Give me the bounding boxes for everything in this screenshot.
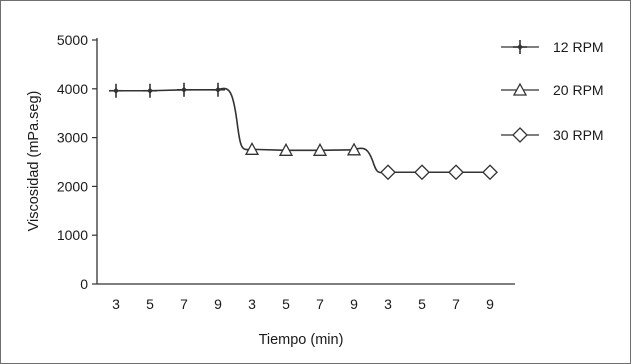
x-tick-label: 3 <box>248 296 256 312</box>
x-tick-label: 5 <box>146 296 154 312</box>
data-point-star-cross <box>211 82 225 97</box>
x-tick-label: 9 <box>214 296 222 312</box>
x-tick-label: 7 <box>316 296 324 312</box>
marker-center <box>517 44 523 50</box>
y-tick-label: 2000 <box>57 178 88 194</box>
x-tick-label: 9 <box>350 296 358 312</box>
data-point-diamond <box>448 164 464 181</box>
data-point-diamond <box>482 164 498 181</box>
legend-item: 12 RPM <box>501 39 604 55</box>
x-axis-ticks: 3 5 7 9 3 5 7 9 3 5 7 9 <box>112 296 494 312</box>
legend-item: 20 RPM <box>501 82 604 98</box>
marker-center <box>181 86 187 93</box>
legend-marker-diamond <box>512 127 528 143</box>
y-axis-ticks: 0 1000 2000 3000 4000 5000 <box>57 32 97 292</box>
legend-item: 30 RPM <box>501 127 604 143</box>
x-tick-label: 7 <box>452 296 460 312</box>
data-point-star-cross <box>177 82 191 97</box>
legend: 12 RPM 20 RPM 30 RPM <box>501 39 604 143</box>
legend-label: 30 RPM <box>553 127 604 143</box>
legend-marker-triangle <box>512 82 528 96</box>
data-point-diamond <box>380 164 396 181</box>
y-tick-label: 0 <box>80 276 88 292</box>
x-tick-label: 5 <box>418 296 426 312</box>
legend-label: 20 RPM <box>553 82 604 98</box>
data-point-triangle <box>346 142 362 156</box>
marker-center <box>113 87 119 94</box>
y-axis-title: Viscosidad (mPa.seg) <box>26 91 42 232</box>
axes <box>96 38 515 285</box>
y-tick-label: 4000 <box>57 81 88 97</box>
data-point-diamond <box>414 164 430 181</box>
data-point-triangle <box>312 142 328 156</box>
marker-center <box>215 86 221 93</box>
x-tick-label: 3 <box>384 296 392 312</box>
x-axis-title: Tiempo (min) <box>259 332 344 348</box>
x-tick-label: 5 <box>282 296 290 312</box>
y-tick-label: 5000 <box>57 32 88 48</box>
data-point-triangle <box>244 141 260 155</box>
x-tick-label: 9 <box>486 296 494 312</box>
data-point-triangle <box>278 142 294 156</box>
data-point-star-cross <box>109 83 123 98</box>
viscosity-trend-line <box>116 87 490 174</box>
data-markers <box>109 82 498 181</box>
marker-center <box>147 87 153 94</box>
y-tick-label: 3000 <box>57 130 88 146</box>
y-tick-label: 1000 <box>57 227 88 243</box>
legend-marker-star-cross <box>513 40 527 54</box>
x-tick-label: 7 <box>180 296 188 312</box>
data-point-star-cross <box>143 83 157 98</box>
legend-label: 12 RPM <box>553 39 604 55</box>
x-tick-label: 3 <box>112 296 120 312</box>
